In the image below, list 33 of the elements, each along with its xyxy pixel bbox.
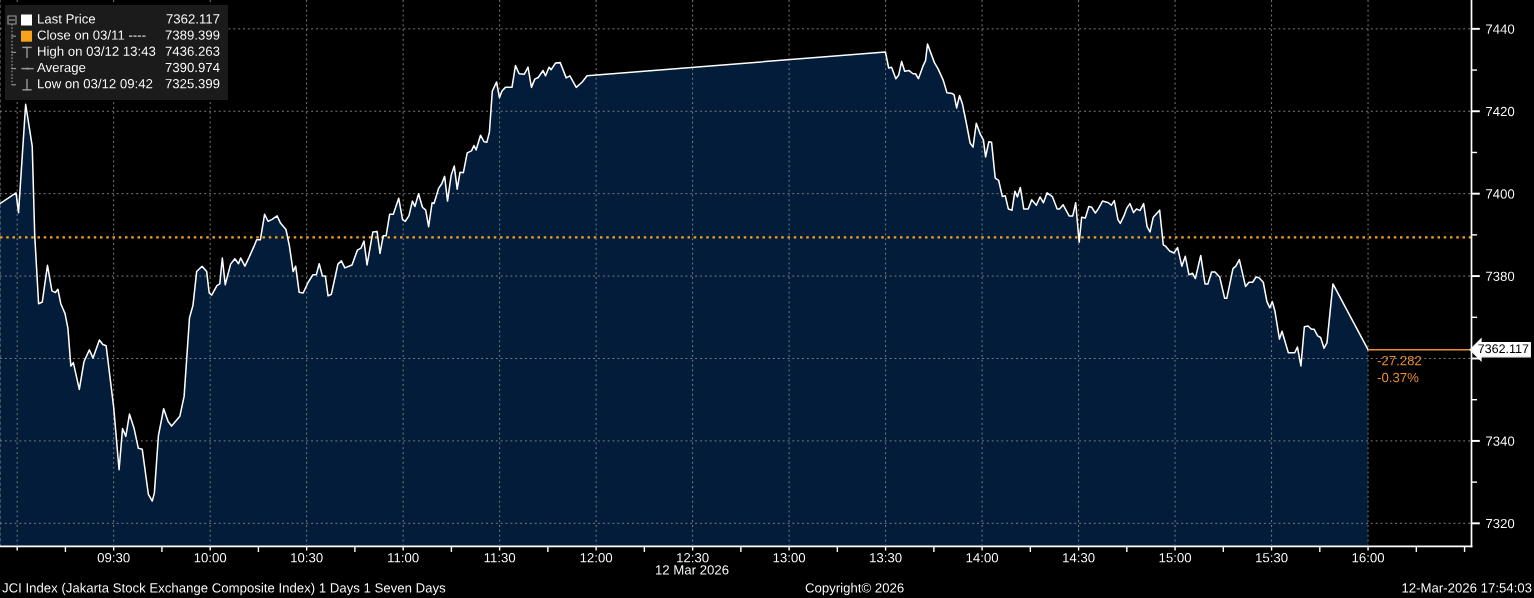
x-tick-label: 11:00 (388, 553, 419, 563)
text: Close on 03/11 ---- 7389.399 (37, 30, 220, 40)
x-tick-label: 11:30 (484, 553, 516, 563)
x-tick-label: 10:30 (291, 553, 323, 563)
x-tick-label: 15:30 (1256, 553, 1288, 563)
text: Copyright© 2026 (805, 582, 904, 596)
text: 7362.117 (1478, 344, 1529, 354)
y-tick-label: 7340 (1486, 436, 1515, 446)
annotation: High on 03/12 13:43 7436.263 (38, 46, 220, 59)
x-tick-label: 12:00 (580, 553, 613, 563)
x-tick-label: 13:30 (870, 553, 902, 563)
annotation: 7362.117 (166, 14, 220, 24)
y-tick-label: 7320 (1486, 518, 1515, 529)
x-tick-label: 12:30 (677, 553, 709, 563)
annotation: -0.37% (1377, 372, 1419, 383)
annotation: Low on 03/12 09:42 7325.399 (38, 78, 220, 89)
x-tick-label: 09:30 (97, 553, 130, 563)
y-tick-label: 7400 (1486, 189, 1515, 199)
annotation: -27.282 (1377, 355, 1422, 366)
x-tick-label: 13:00 (773, 553, 806, 563)
text: Average 7390.974 (37, 62, 220, 75)
x-tick-label: 14:00 (966, 553, 999, 563)
x-tick-label: 14:30 (1063, 553, 1095, 563)
text: JCI Index (Jakarta Stock Exchange Composite Index) 1 Days 1 Seven Days (2, 582, 446, 596)
x-tick-label: 16:00 (1352, 553, 1385, 563)
legend-label: Last Price (38, 13, 96, 24)
x-axis-title: 12 Mar 2026 (655, 565, 729, 575)
y-tick-label: 7420 (1486, 106, 1515, 117)
text: 12-Mar-2026 17:54:03 (1402, 583, 1532, 593)
x-tick-label: 10:00 (194, 553, 227, 563)
x-tick-label: 15:00 (1159, 553, 1192, 563)
y-tick-label: 7380 (1486, 271, 1515, 281)
y-tick-label: 7440 (1486, 24, 1515, 34)
